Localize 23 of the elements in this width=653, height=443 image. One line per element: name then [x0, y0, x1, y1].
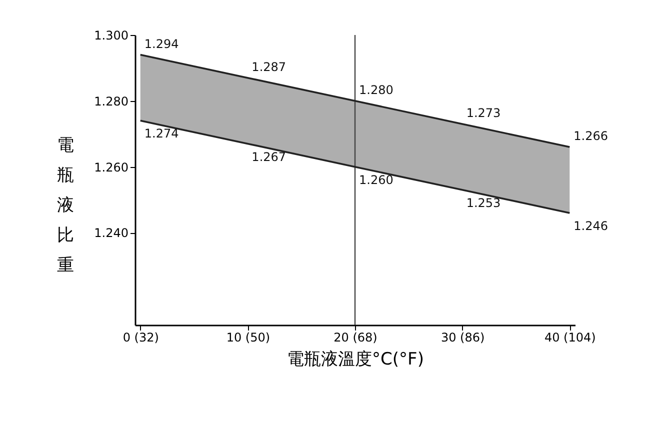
x-tick-label: 40 (104): [544, 330, 596, 344]
data-label: 1.294: [144, 36, 179, 51]
data-label: 1.287: [252, 60, 286, 74]
y-tick-label: 1.300: [94, 28, 128, 42]
y-tick-label: 1.260: [94, 160, 128, 174]
x-tick-label: 10 (50): [226, 330, 270, 344]
data-label: 1.273: [466, 106, 501, 120]
data-label: 1.266: [574, 129, 608, 144]
data-label: 1.246: [574, 218, 608, 233]
data-label: 1.280: [359, 82, 394, 97]
data-label: 1.267: [252, 150, 286, 164]
x-axis-title: 電瓶液溫度°C(°F): [287, 350, 424, 370]
data-label: 1.260: [359, 172, 394, 187]
x-tick-label: 30 (86): [440, 330, 485, 344]
y-tick-label: 1.240: [94, 226, 128, 240]
line-series: [139, 54, 571, 148]
line-series: [139, 120, 571, 214]
x-tick-label: 0 (32): [122, 330, 159, 344]
y-axis-title: 電瓶液比重: [57, 136, 74, 276]
x-tick-label: 20 (68): [334, 330, 378, 344]
data-label: 1.274: [144, 126, 179, 141]
y-tick-label: 1.280: [94, 94, 128, 108]
data-label: 1.253: [466, 196, 501, 210]
